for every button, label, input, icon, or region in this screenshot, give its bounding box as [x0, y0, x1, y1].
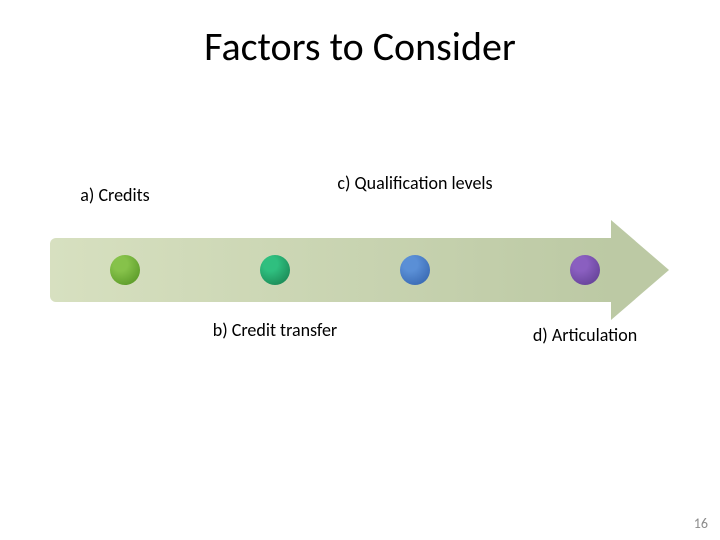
label-credit-transfer: b) Credit transfer — [200, 320, 350, 341]
label-qualification-levels: c) Qualification levels — [330, 173, 500, 194]
arrow-head-icon — [611, 220, 669, 320]
dot-articulation — [570, 255, 600, 285]
dot-credits — [110, 255, 140, 285]
factors-arrow-diagram: a) Credits b) Credit transfer c) Qualifi… — [50, 175, 670, 365]
label-articulation: d) Articulation — [500, 325, 670, 346]
label-credits: a) Credits — [40, 185, 190, 206]
dot-qualification-levels — [400, 255, 430, 285]
page-number: 16 — [694, 515, 708, 532]
page-title: Factors to Consider — [0, 22, 720, 71]
dot-credit-transfer — [260, 255, 290, 285]
